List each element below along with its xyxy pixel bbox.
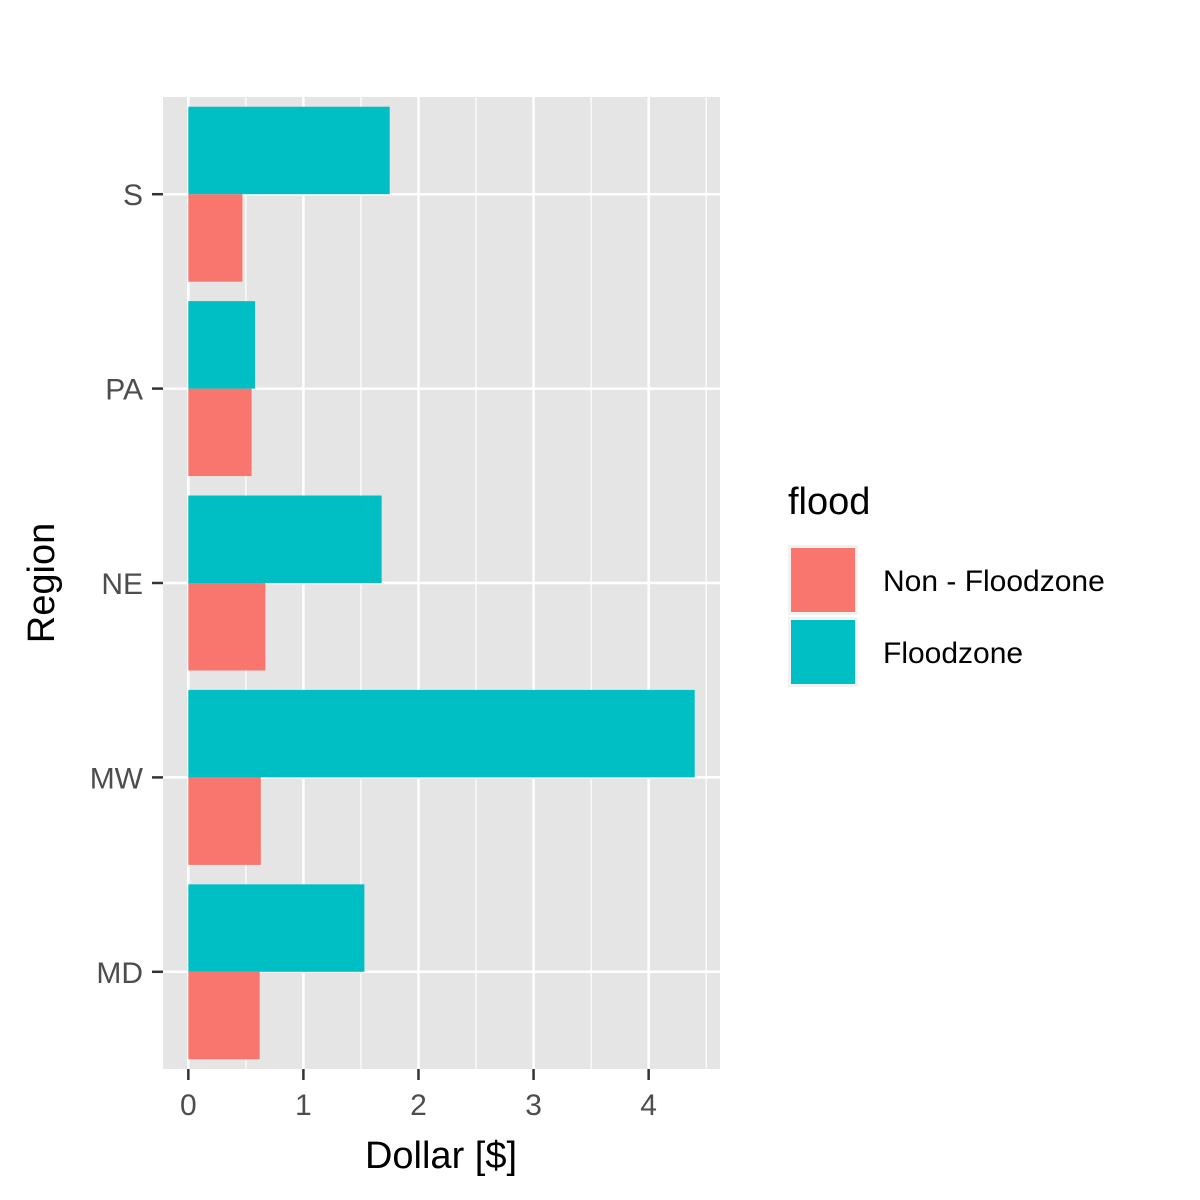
bar-pa-floodzone xyxy=(188,301,256,389)
y-tick-label: MW xyxy=(90,762,144,795)
legend-label: Floodzone xyxy=(883,637,1023,670)
bars xyxy=(188,106,695,1060)
legend-label: Non - Floodzone xyxy=(883,565,1105,598)
x-axis: 0 1 2 3 4 xyxy=(180,1069,657,1122)
y-tick-label: MD xyxy=(96,957,143,990)
legend-title: flood xyxy=(788,481,870,523)
y-tick-label: NE xyxy=(101,568,143,601)
bar-md-non-floodzone xyxy=(188,971,260,1060)
bar-mw-non-floodzone xyxy=(188,777,261,865)
bar-ne-floodzone xyxy=(188,495,382,583)
x-tick-label: 2 xyxy=(410,1089,427,1122)
legend: flood Non - Floodzone Floodzone xyxy=(788,481,1105,687)
legend-items: Non - Floodzone Floodzone xyxy=(788,545,1105,687)
y-axis: MD MW NE PA S xyxy=(90,179,163,990)
bar-md-floodzone xyxy=(188,884,365,972)
bar-s-non-floodzone xyxy=(188,194,243,282)
legend-swatch xyxy=(791,548,855,612)
legend-swatch xyxy=(791,620,855,684)
x-tick-label: 4 xyxy=(640,1089,657,1122)
x-tick-label: 1 xyxy=(295,1089,312,1122)
bar-ne-non-floodzone xyxy=(188,583,266,671)
y-tick-label: S xyxy=(123,179,143,212)
bar-mw-floodzone xyxy=(188,689,695,778)
y-axis-title: Region xyxy=(21,523,63,643)
x-tick-label: 3 xyxy=(525,1089,542,1122)
y-tick-label: PA xyxy=(105,374,143,407)
bar-s-floodzone xyxy=(188,106,390,195)
x-tick-label: 0 xyxy=(180,1089,197,1122)
x-axis-title: Dollar [$] xyxy=(365,1135,517,1177)
bar-pa-non-floodzone xyxy=(188,388,252,477)
